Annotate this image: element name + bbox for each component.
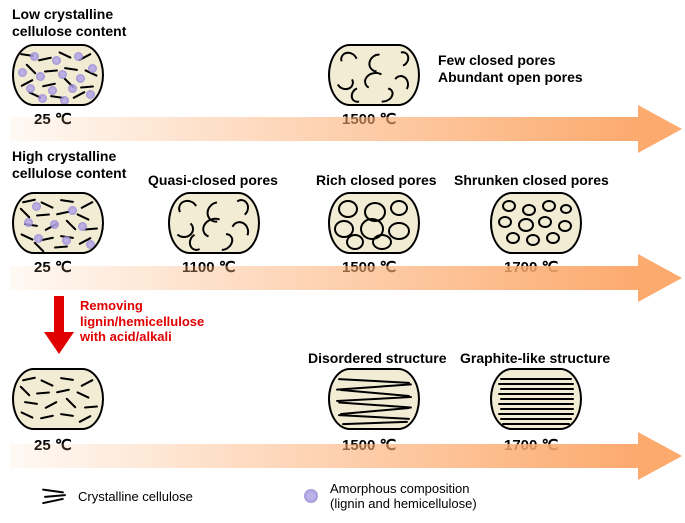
- legend-crystalline: Crystalline cellulose: [40, 486, 193, 506]
- legend-label-0: Crystalline cellulose: [78, 489, 193, 504]
- row1-caption-1: Few closed pores Abundant open pores: [438, 52, 583, 86]
- row2-arrow: [10, 266, 682, 290]
- row2-sample-1100: [168, 192, 260, 254]
- row3-sample-1500: [328, 368, 420, 430]
- row2-sample-1500: [328, 192, 420, 254]
- row3-sample-1700: [490, 368, 582, 430]
- crystalline-icon: [40, 486, 70, 506]
- row3-caption-2: Graphite-like structure: [460, 350, 610, 367]
- amorphous-icon: [300, 487, 322, 507]
- row1-title: Low crystalline cellulose content: [12, 6, 126, 40]
- legend-label-1: Amorphous composition (lignin and hemice…: [330, 482, 477, 512]
- row3-caption-1: Disordered structure: [308, 350, 446, 367]
- row2-title: High crystalline cellulose content: [12, 148, 126, 182]
- legend-amorphous: Amorphous composition (lignin and hemice…: [300, 482, 477, 512]
- row2-caption-2: Rich closed pores: [316, 172, 437, 189]
- treatment-text: Removing lignin/hemicellulose with acid/…: [80, 298, 204, 345]
- row1-arrow: [10, 117, 682, 141]
- row3-arrow: [10, 444, 682, 468]
- row2-caption-1: Quasi-closed pores: [148, 172, 278, 189]
- row1-sample-25: [12, 44, 104, 106]
- row2-sample-1700: [490, 192, 582, 254]
- row2-sample-25: [12, 192, 104, 254]
- row3-sample-25: [12, 368, 104, 430]
- row1-sample-1500: [328, 44, 420, 106]
- row2-caption-3: Shrunken closed pores: [454, 172, 609, 189]
- treatment-arrow-icon: [44, 296, 74, 354]
